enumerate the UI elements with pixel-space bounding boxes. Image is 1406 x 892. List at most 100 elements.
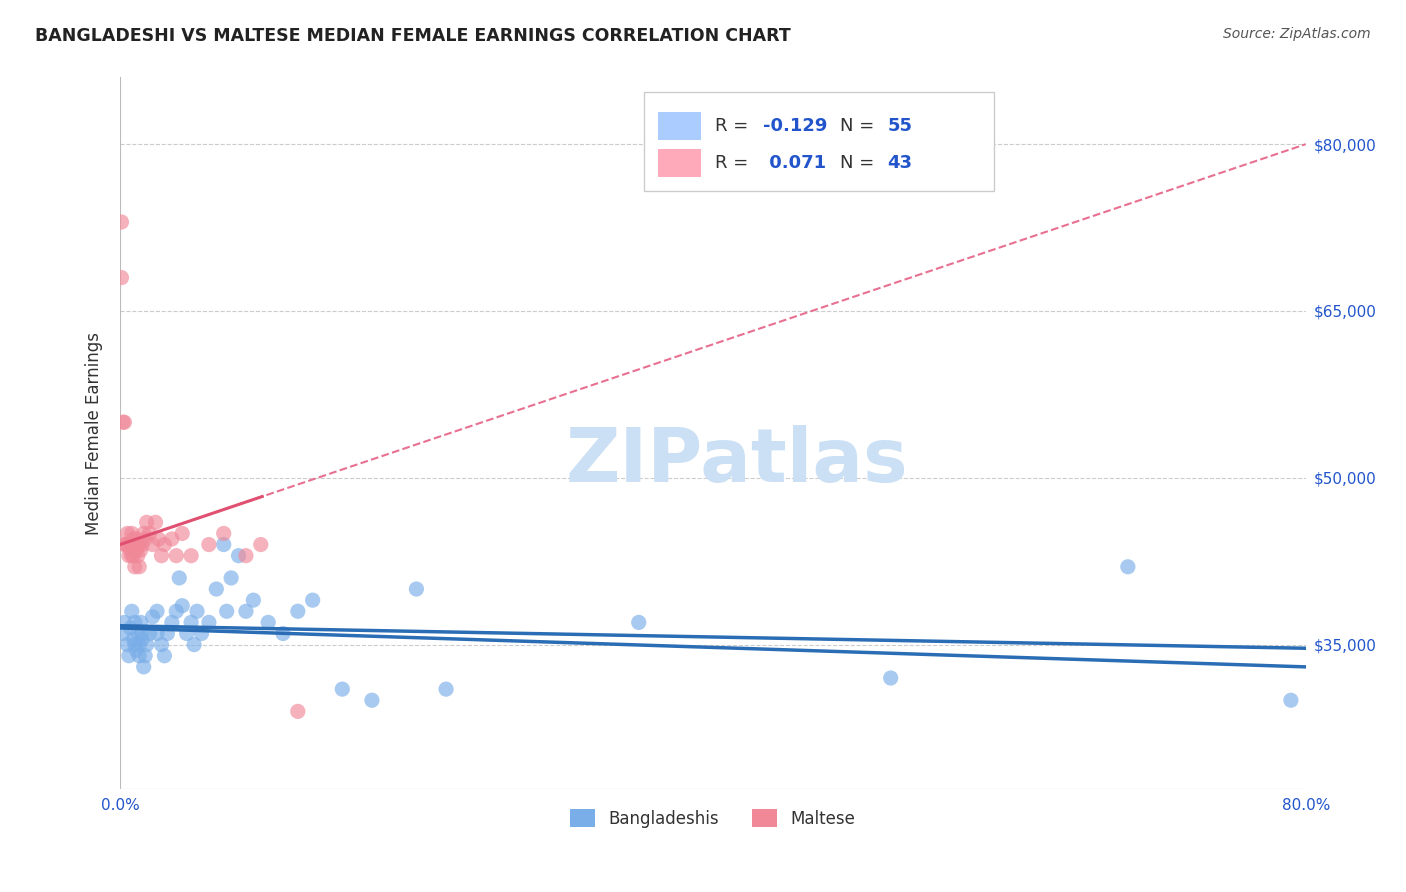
- Point: [205, 582, 228, 596]
- Point: [257, 615, 280, 630]
- Point: [128, 638, 150, 652]
- Text: -0.129: -0.129: [762, 117, 827, 135]
- Point: [128, 537, 150, 551]
- Point: [150, 638, 173, 652]
- Point: [165, 604, 187, 618]
- Text: BANGLADESHI VS MALTESE MEDIAN FEMALE EARNINGS CORRELATION CHART: BANGLADESHI VS MALTESE MEDIAN FEMALE EAR…: [35, 27, 792, 45]
- Point: [405, 582, 427, 596]
- Point: [135, 516, 157, 530]
- Point: [121, 549, 143, 563]
- Point: [186, 604, 208, 618]
- Point: [112, 415, 135, 429]
- Point: [1279, 693, 1302, 707]
- Point: [127, 549, 149, 563]
- Point: [215, 604, 238, 618]
- Text: R =: R =: [716, 153, 754, 172]
- Point: [131, 626, 153, 640]
- Text: 0.071: 0.071: [762, 153, 825, 172]
- Point: [219, 571, 242, 585]
- Text: ZIPatlas: ZIPatlas: [565, 425, 908, 499]
- Text: 55: 55: [887, 117, 912, 135]
- Point: [198, 615, 221, 630]
- Point: [172, 599, 194, 613]
- Legend: Bangladeshis, Maltese: Bangladeshis, Maltese: [564, 803, 862, 834]
- Point: [124, 559, 146, 574]
- Point: [361, 693, 384, 707]
- Point: [180, 615, 202, 630]
- Point: [249, 537, 271, 551]
- Point: [134, 532, 156, 546]
- Point: [198, 537, 221, 551]
- Point: [111, 415, 134, 429]
- Point: [301, 593, 323, 607]
- Point: [172, 526, 194, 541]
- Point: [148, 532, 170, 546]
- Point: [112, 615, 135, 630]
- Point: [287, 604, 309, 618]
- Point: [146, 604, 169, 618]
- Point: [153, 537, 176, 551]
- Point: [160, 615, 183, 630]
- Point: [212, 526, 235, 541]
- Point: [627, 615, 650, 630]
- Point: [150, 549, 173, 563]
- Point: [110, 215, 132, 229]
- Point: [156, 626, 179, 640]
- Point: [167, 571, 190, 585]
- Bar: [658, 112, 702, 140]
- Point: [138, 526, 160, 541]
- Point: [235, 549, 257, 563]
- Point: [121, 526, 143, 541]
- Point: [124, 615, 146, 630]
- Point: [434, 682, 457, 697]
- Point: [128, 559, 150, 574]
- Point: [128, 648, 150, 663]
- Point: [117, 638, 139, 652]
- Point: [212, 537, 235, 551]
- Bar: [644, 92, 994, 191]
- Point: [121, 604, 143, 618]
- Point: [131, 537, 153, 551]
- Point: [122, 549, 145, 563]
- Point: [180, 549, 202, 563]
- Point: [183, 638, 205, 652]
- Point: [129, 543, 152, 558]
- Point: [117, 526, 139, 541]
- Y-axis label: Median Female Earnings: Median Female Earnings: [86, 332, 103, 535]
- Point: [122, 532, 145, 546]
- Point: [117, 537, 139, 551]
- Point: [125, 532, 148, 546]
- Point: [138, 626, 160, 640]
- Point: [132, 526, 155, 541]
- Point: [153, 648, 176, 663]
- Point: [135, 638, 157, 652]
- Point: [142, 537, 165, 551]
- Text: R =: R =: [716, 117, 754, 135]
- Point: [160, 532, 183, 546]
- Point: [122, 632, 145, 646]
- Point: [111, 626, 134, 640]
- Point: [118, 549, 141, 563]
- Point: [880, 671, 903, 685]
- Point: [176, 626, 198, 640]
- Point: [120, 537, 142, 551]
- Point: [125, 543, 148, 558]
- Text: N =: N =: [839, 117, 880, 135]
- Point: [125, 643, 148, 657]
- Point: [142, 610, 165, 624]
- Point: [124, 537, 146, 551]
- Text: N =: N =: [839, 153, 880, 172]
- Point: [228, 549, 250, 563]
- Point: [1116, 559, 1139, 574]
- Point: [146, 626, 169, 640]
- Point: [112, 537, 135, 551]
- Point: [115, 537, 138, 551]
- Point: [110, 270, 132, 285]
- Point: [330, 682, 353, 697]
- Point: [235, 604, 257, 618]
- Point: [271, 626, 294, 640]
- Point: [190, 626, 212, 640]
- Text: 43: 43: [887, 153, 912, 172]
- Bar: [658, 149, 702, 178]
- Point: [242, 593, 264, 607]
